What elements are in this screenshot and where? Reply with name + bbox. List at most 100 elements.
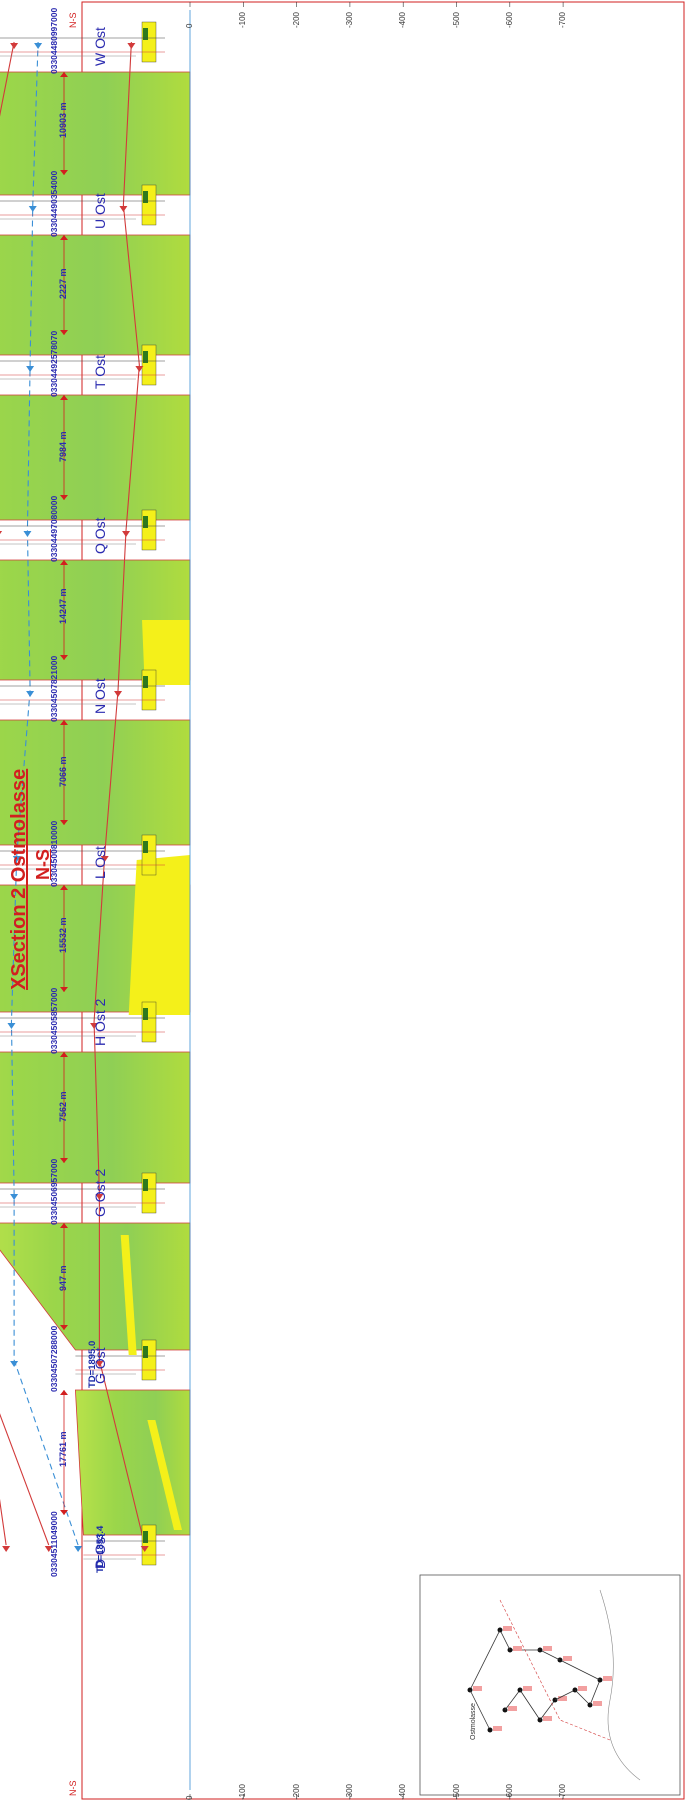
- well-uwi-label: 03304500810000: [49, 820, 59, 887]
- distance-arrowhead: [60, 1390, 68, 1395]
- distance-arrowhead: [60, 1223, 68, 1228]
- formation-marker: [95, 1194, 104, 1200]
- distance-arrowhead: [60, 495, 68, 500]
- inset-well-tag: [603, 1676, 612, 1681]
- formation-marker: [12, 856, 21, 862]
- inset-section-line: [469, 1689, 491, 1731]
- lithology-strip: [143, 516, 148, 528]
- distance-arrowhead: [60, 330, 68, 335]
- lithology-strip: [143, 1531, 148, 1543]
- inset-section-line: [539, 1649, 561, 1661]
- yellow-wedge: [128, 855, 190, 1015]
- well-uwi-label: 03304490354000: [49, 170, 59, 237]
- inset-section-line: [589, 1679, 601, 1706]
- inset-well-tag: [593, 1701, 602, 1706]
- lithology-strip: [143, 1346, 148, 1358]
- section-panel: [0, 71, 191, 196]
- well-name-label: U Ost: [92, 193, 108, 229]
- distance-arrowhead: [60, 560, 68, 565]
- well-column: [0, 669, 165, 711]
- depth-tick-label-bottom: -200: [291, 1783, 301, 1800]
- lithology-strip: [143, 676, 148, 688]
- well-uwi-label: 03304506957000: [49, 1158, 59, 1225]
- formation-marker: [127, 43, 136, 49]
- inset-well-tag: [523, 1686, 532, 1691]
- inset-well-tag: [543, 1716, 552, 1721]
- inset-section-line: [469, 1629, 501, 1691]
- formation-marker: [10, 1361, 19, 1367]
- formation-marker: [26, 691, 35, 697]
- well-column: [10, 1339, 165, 1381]
- orientation-bottom: N-S: [68, 1780, 78, 1797]
- section-panel: [0, 394, 191, 521]
- formation-marker: [122, 531, 131, 537]
- well-distance-label: 2227 m: [58, 268, 68, 299]
- formation-marker: [114, 691, 123, 697]
- lithology-strip: [143, 28, 148, 40]
- depth-tick-label-bottom: -100: [238, 1783, 248, 1800]
- well-uwi-label: 03304505857000: [49, 987, 59, 1054]
- well-distance-label: 7066 m: [58, 755, 68, 787]
- formation-marker: [0, 531, 3, 535]
- inset-well-tag: [493, 1726, 502, 1731]
- well-uwi-label: 03304507821000: [49, 655, 59, 722]
- well-column: [0, 184, 165, 226]
- formation-marker: [119, 206, 128, 212]
- formation-marker: [44, 1546, 53, 1552]
- depth-tick-label-top: -100: [238, 11, 248, 28]
- formation-marker: [2, 1546, 11, 1552]
- formation-marker: [90, 1023, 99, 1029]
- depth-tick-label-bottom: -600: [504, 1783, 514, 1800]
- section-panel: [0, 234, 191, 356]
- formation-marker: [10, 1194, 19, 1200]
- inset-well-tag: [503, 1626, 512, 1631]
- yellow-wedge: [147, 1420, 183, 1530]
- depth-tick-label-top: -500: [451, 11, 461, 28]
- depth-tick-label-top: -400: [398, 11, 408, 28]
- well-uwi-label: 03304492578070: [49, 330, 59, 397]
- distance-arrowhead: [60, 885, 68, 890]
- horizon-blue: [10, 41, 79, 1546]
- lithology-strip: [143, 1008, 148, 1020]
- section-panel: [0, 1222, 191, 1351]
- formation-marker: [34, 43, 43, 49]
- yellow-wedge: [120, 1235, 137, 1355]
- inset-map: [419, 1574, 681, 1796]
- well-column: [0, 1001, 165, 1043]
- well-column: [0, 344, 165, 386]
- distance-arrowhead: [60, 235, 68, 240]
- inset-section-line: [554, 1689, 576, 1701]
- formation-marker: [23, 531, 32, 537]
- depth-tick-label-top: -600: [504, 11, 514, 28]
- well-uwi-label: 03304480997000: [49, 7, 59, 74]
- well-distance-label: 947 m: [58, 1264, 68, 1291]
- well-distance-label: 14247 m: [58, 588, 68, 624]
- inset-well-tag: [578, 1686, 587, 1691]
- yellow-wedge: [142, 620, 190, 685]
- depth-tick-label-bottom: -300: [344, 1783, 354, 1800]
- inset-border-line: [599, 1589, 641, 1781]
- well-column: [0, 834, 165, 876]
- orientation-top: N-S: [68, 12, 78, 29]
- well-column: [0, 509, 165, 551]
- formation-marker: [95, 1361, 104, 1367]
- well-name-label: L Ost: [92, 846, 108, 879]
- well-name-label: W Ost: [92, 27, 108, 66]
- well-distance-label: 7562 m: [58, 1090, 68, 1122]
- well-uwi-label: 03304507288000: [49, 1325, 59, 1392]
- horizon-lines: [0, 10, 191, 1790]
- depth-tick-label-top: 0: [185, 23, 194, 28]
- inset-section-line: [539, 1699, 556, 1721]
- depth-tick-label-top: -200: [291, 11, 301, 28]
- inset-well-tag: [543, 1646, 552, 1651]
- formation-marker: [26, 366, 35, 372]
- well-name-label: N Ost: [92, 678, 108, 714]
- distance-arrowhead: [60, 820, 68, 825]
- depth-tick-label-bottom: -400: [398, 1783, 408, 1800]
- formation-marker: [7, 1023, 16, 1029]
- inset-section-line: [519, 1689, 541, 1721]
- formation-marker: [28, 206, 37, 212]
- well-name-label: Q Ost: [92, 517, 108, 554]
- depth-tick-label-top: -700: [558, 11, 568, 28]
